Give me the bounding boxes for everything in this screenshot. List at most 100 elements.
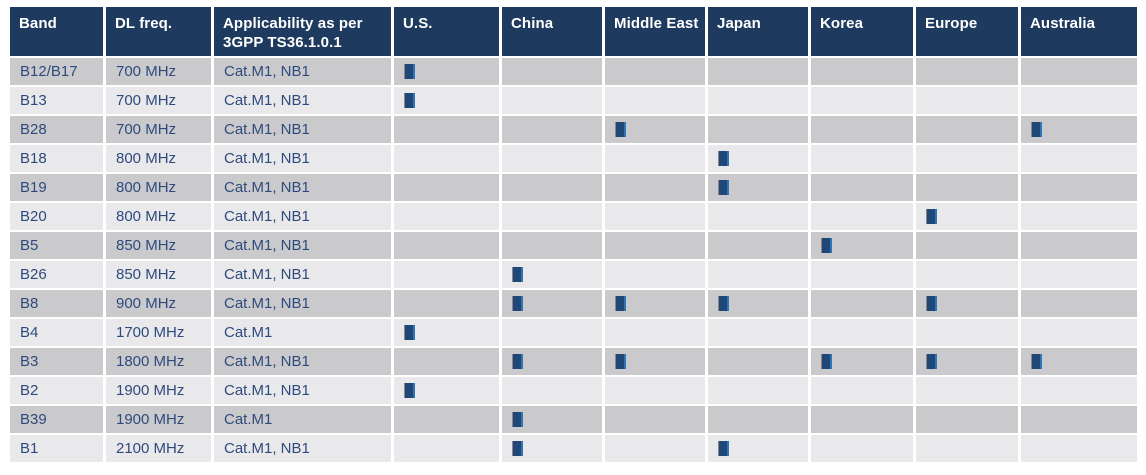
- region-cell-europe: [916, 435, 1018, 462]
- region-cell-korea: [811, 203, 913, 230]
- region-cell-japan: [708, 232, 808, 259]
- region-cell-japan: [708, 174, 808, 201]
- region-cell-japan: [708, 348, 808, 375]
- region-cell-us: [394, 290, 499, 317]
- region-cell-europe: [916, 87, 1018, 114]
- region-cell-china: [502, 116, 602, 143]
- applicability-cell: Cat.M1, NB1: [214, 145, 391, 172]
- region-cell-europe: [916, 174, 1018, 201]
- applicability-cell: Cat.M1, NB1: [214, 232, 391, 259]
- region-cell-korea: [811, 174, 913, 201]
- region-cell-middle_east: [605, 261, 705, 288]
- region-cell-china: [502, 406, 602, 433]
- region-cell-china: [502, 145, 602, 172]
- table-row-b5: B5 850 MHz Cat.M1, NB1: [10, 232, 1137, 259]
- dl-freq-cell: 800 MHz: [106, 145, 211, 172]
- applicability-marker-icon: [512, 295, 523, 311]
- table-body: B12/B17 700 MHz Cat.M1, NB1 B13 700 MHz Cat.M…: [10, 58, 1137, 462]
- applicability-marker-icon: [404, 63, 415, 79]
- dl-freq-cell: 900 MHz: [106, 290, 211, 317]
- applicability-cell: Cat.M1, NB1: [214, 58, 391, 85]
- applicability-marker-icon: [718, 150, 729, 166]
- band-cell: B12/B17: [10, 58, 103, 85]
- column-header-europe: Europe: [916, 7, 1018, 56]
- band-cell: B2: [10, 377, 103, 404]
- region-cell-australia: [1021, 58, 1137, 85]
- table-header: Band DL freq. Applicability as per 3GPP TS…: [10, 7, 1137, 56]
- region-cell-australia: [1021, 348, 1137, 375]
- column-header-applicability: Applicability as per 3GPP TS36.1.0.1: [214, 7, 391, 56]
- region-cell-china: [502, 261, 602, 288]
- region-cell-europe: [916, 116, 1018, 143]
- table-row-b20: B20 800 MHz Cat.M1, NB1: [10, 203, 1137, 230]
- dl-freq-cell: 700 MHz: [106, 58, 211, 85]
- region-cell-china: [502, 58, 602, 85]
- region-cell-middle_east: [605, 203, 705, 230]
- region-cell-australia: [1021, 116, 1137, 143]
- column-header-dl_freq: DL freq.: [106, 7, 211, 56]
- applicability-marker-icon: [404, 382, 415, 398]
- region-cell-korea: [811, 377, 913, 404]
- region-cell-us: [394, 406, 499, 433]
- applicability-marker-icon: [615, 295, 626, 311]
- region-cell-middle_east: [605, 174, 705, 201]
- region-cell-europe: [916, 232, 1018, 259]
- region-cell-china: [502, 377, 602, 404]
- table-row-b39: B39 1900 MHz Cat.M1: [10, 406, 1137, 433]
- region-cell-china: [502, 290, 602, 317]
- dl-freq-cell: 800 MHz: [106, 174, 211, 201]
- region-cell-korea: [811, 261, 913, 288]
- applicability-marker-icon: [512, 353, 523, 369]
- region-cell-us: [394, 58, 499, 85]
- region-cell-us: [394, 232, 499, 259]
- band-applicability-table: Band DL freq. Applicability as per 3GPP TS…: [7, 5, 1140, 464]
- region-cell-europe: [916, 261, 1018, 288]
- region-cell-us: [394, 174, 499, 201]
- applicability-cell: Cat.M1, NB1: [214, 174, 391, 201]
- region-cell-us: [394, 261, 499, 288]
- applicability-marker-icon: [718, 295, 729, 311]
- region-cell-middle_east: [605, 348, 705, 375]
- region-cell-middle_east: [605, 145, 705, 172]
- applicability-marker-icon: [512, 411, 523, 427]
- dl-freq-cell: 2100 MHz: [106, 435, 211, 462]
- region-cell-china: [502, 174, 602, 201]
- region-cell-europe: [916, 377, 1018, 404]
- band-cell: B39: [10, 406, 103, 433]
- region-cell-korea: [811, 116, 913, 143]
- region-cell-australia: [1021, 145, 1137, 172]
- band-cell: B13: [10, 87, 103, 114]
- region-cell-korea: [811, 435, 913, 462]
- region-cell-japan: [708, 377, 808, 404]
- region-cell-korea: [811, 290, 913, 317]
- applicability-marker-icon: [1031, 121, 1042, 137]
- applicability-marker-icon: [404, 92, 415, 108]
- dl-freq-cell: 1900 MHz: [106, 406, 211, 433]
- region-cell-australia: [1021, 261, 1137, 288]
- region-cell-us: [394, 87, 499, 114]
- region-cell-middle_east: [605, 232, 705, 259]
- region-cell-us: [394, 435, 499, 462]
- region-cell-china: [502, 203, 602, 230]
- applicability-marker-icon: [821, 353, 832, 369]
- band-cell: B18: [10, 145, 103, 172]
- column-header-japan: Japan: [708, 7, 808, 56]
- region-cell-australia: [1021, 290, 1137, 317]
- region-cell-japan: [708, 435, 808, 462]
- region-cell-australia: [1021, 406, 1137, 433]
- region-cell-korea: [811, 145, 913, 172]
- region-cell-us: [394, 348, 499, 375]
- region-cell-australia: [1021, 377, 1137, 404]
- column-header-korea: Korea: [811, 7, 913, 56]
- column-header-middle_east: Middle East: [605, 7, 705, 56]
- region-cell-middle_east: [605, 58, 705, 85]
- band-cell: B28: [10, 116, 103, 143]
- region-cell-australia: [1021, 232, 1137, 259]
- applicability-marker-icon: [821, 237, 832, 253]
- applicability-cell: Cat.M1, NB1: [214, 261, 391, 288]
- region-cell-japan: [708, 116, 808, 143]
- applicability-cell: Cat.M1, NB1: [214, 203, 391, 230]
- region-cell-middle_east: [605, 377, 705, 404]
- column-header-us: U.S.: [394, 7, 499, 56]
